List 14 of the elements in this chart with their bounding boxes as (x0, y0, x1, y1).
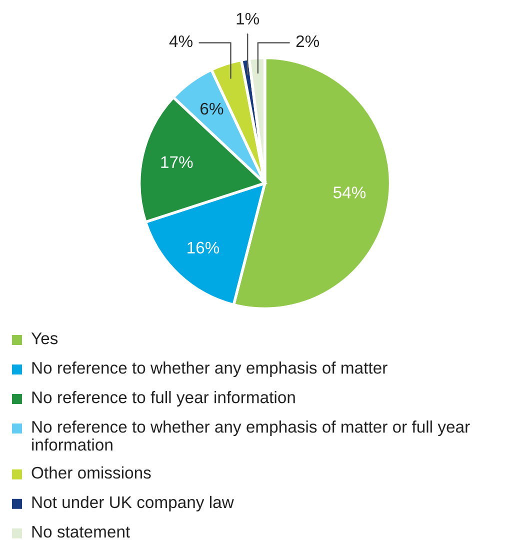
legend-label: No statement (32, 526, 130, 538)
legend-label: No reference to whether any emphasis of matter (32, 362, 388, 378)
legend-label: No reference to whether any emphasis of matter or full year information (32, 420, 470, 451)
data-label: 6% (200, 102, 224, 115)
data-label: 16% (188, 242, 220, 254)
data-label: 1% (236, 12, 260, 25)
data-label: 17% (161, 156, 193, 168)
legend-label: Not under UK company law (32, 496, 234, 512)
legend-label: No reference to full year information (32, 391, 295, 407)
data-label: 4% (169, 35, 192, 48)
data-label: 54% (333, 186, 366, 198)
data-label: 2% (296, 35, 320, 48)
legend-label: Yes (31, 332, 58, 344)
legend-label: Other omissions (32, 466, 151, 479)
